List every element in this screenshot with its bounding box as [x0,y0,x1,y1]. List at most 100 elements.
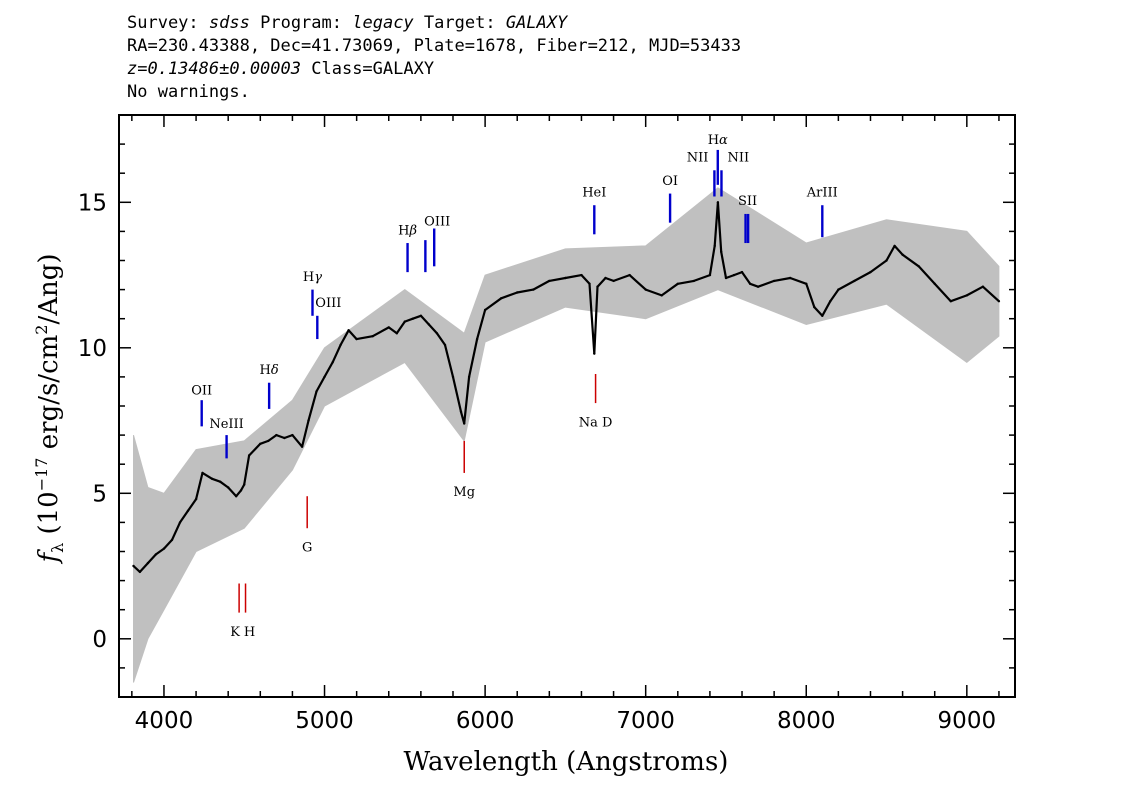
flux-line [132,201,1000,574]
survey-label: Survey: [127,13,199,33]
plot-frame [118,114,1016,698]
line-label-absorption: G [302,541,312,556]
y-axis-title-lambda: λ [48,543,67,553]
flux-point [307,419,310,422]
header-line-survey: Survey: sdss Program: legacy Target: GAL… [127,12,741,35]
flux-point [756,285,760,288]
line-label-emission: OIII [315,296,341,311]
x-tick-label: 8000 [777,708,836,734]
flux-point [716,201,720,204]
flux-point [720,250,723,253]
flux-point [387,326,390,329]
flux-point [588,282,591,285]
flux-point [347,329,350,332]
flux-point [981,285,985,288]
flux-point [275,433,278,437]
flux-point [724,276,728,280]
flux-point [463,422,466,425]
flux-point [821,314,824,317]
flux-point [178,521,182,524]
flux-error-band [133,187,1000,683]
y-axis-title-mid: erg/s/cm [34,335,64,458]
flux-point [443,343,447,347]
class-value: Class=GALAXY [311,59,435,79]
header-line-coordinates: RA=230.43388, Dec=41.73069, Plate=1678, … [127,36,742,56]
flux-point [596,285,599,288]
flux-point [219,480,222,483]
flux-point [435,332,439,335]
program-label: Program: [260,13,342,33]
flux-point [186,509,190,512]
line-label-emission: NII [687,151,709,166]
flux-point [837,288,840,291]
flux-point [283,436,286,440]
flux-point [580,273,583,277]
y-axis-title-exp: −17 [32,458,51,492]
flux-point [564,276,567,280]
x-tick-label: 9000 [938,708,997,734]
flux-point [138,570,142,574]
flux-point [451,375,455,379]
flux-point [201,471,204,475]
flux-point [132,564,135,568]
flux-point [593,352,596,355]
y-axis-title-open: (10 [34,491,64,543]
line-label-emission: OII [191,383,212,398]
flux-point [300,445,304,448]
flux-point [933,282,936,285]
x-tick-label: 6000 [456,708,515,734]
flux-point [901,253,904,256]
flux-point [411,317,414,320]
y-tick-label: 5 [92,481,107,507]
y-tick-label: 15 [78,190,107,216]
error-layer [133,187,1000,683]
flux-point [660,294,663,297]
line-label-emission: Hδ [260,363,279,378]
flux-point [869,270,872,274]
flux-point [243,483,246,486]
line-label-emission: Hα [708,133,728,148]
y-tick-label: 0 [92,627,107,653]
line-label-absorption: Mg [453,485,475,500]
y-axis-title-close: /Ang) [34,253,64,324]
flux-point [355,337,358,341]
flux-point [917,265,920,268]
flux-point [467,375,471,379]
line-label-emission: NII [727,151,749,166]
x-axis-title: Wavelength (Angstroms) [404,747,729,777]
y-axis-title-exp2: 2 [32,325,51,335]
flux-point [170,538,174,542]
flux-point [548,279,551,283]
header-line-redshift: z=0.13486±0.00003 Class=GALAXY [127,58,741,81]
flux-point [194,497,198,501]
flux-point [323,375,326,379]
flux-point [459,410,463,413]
flux-point [732,273,736,277]
flux-point [692,279,696,283]
flux-point [315,390,318,393]
flux-point [154,553,158,556]
flux-point [708,273,712,277]
x-tick-label: 5000 [295,708,354,734]
flux-point [949,300,952,303]
flux-point [419,314,423,317]
flux-point [628,273,631,277]
flux-point [772,279,776,283]
flux-point [853,279,856,283]
flux-point [475,337,479,341]
flux-point [227,486,230,489]
flux-point [965,294,968,297]
line-annotation-layer: OII NeIII Hδ Hγ OIII Hβ OIII HeI OI NII Hα NII SII Ar… [191,133,838,640]
spectrum-header: Survey: sdss Program: legacy Target: GAL… [127,12,741,104]
redshift-value: z=0.13486±0.00003 [127,59,301,79]
flux-point [644,288,647,291]
flux-point [331,361,334,364]
flux-point [789,276,792,280]
flux-point [740,270,744,274]
axis-layer: 4000 5000 6000 7000 8000 9000 0 5 10 15 [78,115,1015,734]
flux-point [997,300,1001,303]
flux-point [395,332,398,335]
flux-point [893,244,896,248]
flux-point [339,343,342,347]
flux-point [239,489,243,492]
